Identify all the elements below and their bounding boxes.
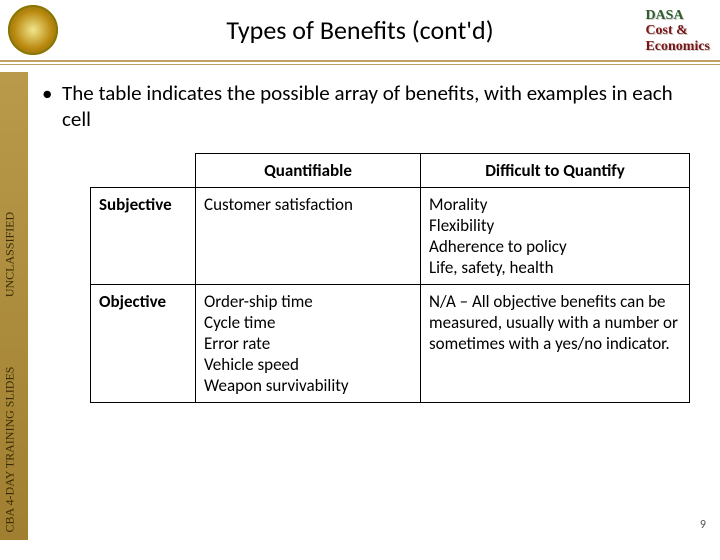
table-row: Subjective Customer satisfaction Moralit…	[91, 187, 690, 284]
benefits-table-wrap: Quantifiable Difficult to Quantify Subje…	[90, 153, 690, 403]
cell-subjective-difficult: MoralityFlexibilityAdherence to policyLi…	[421, 187, 690, 284]
col-header-quantifiable: Quantifiable	[196, 153, 421, 187]
table-row: Objective Order-ship timeCycle timeError…	[91, 284, 690, 402]
table-corner-cell	[91, 153, 196, 187]
row-header-objective: Objective	[91, 284, 196, 402]
slide-header: Types of Benefits (cont'd) DASA Cost & E…	[0, 0, 720, 62]
org-line-1: DASA	[645, 8, 710, 23]
side-band: UNCLASSIFIED CBA 4-DAY TRAINING SLIDES	[0, 72, 28, 540]
org-logo-text: DASA Cost & Economics	[645, 8, 710, 54]
slide-body: • The table indicates the possible array…	[42, 80, 700, 403]
cell-objective-difficult: N/A – All objective benefits can be meas…	[421, 284, 690, 402]
page-number: 9	[700, 518, 706, 532]
side-label-classification: UNCLASSIFIED	[3, 145, 18, 365]
org-line-3: Economics	[645, 39, 710, 54]
bullet-text: The table indicates the possible array o…	[62, 80, 700, 133]
benefits-table: Quantifiable Difficult to Quantify Subje…	[90, 153, 690, 403]
org-line-2: Cost &	[645, 23, 710, 38]
col-header-difficult: Difficult to Quantify	[421, 153, 690, 187]
cell-objective-quantifiable: Order-ship timeCycle timeError rateVehic…	[196, 284, 421, 402]
row-header-subjective: Subjective	[91, 187, 196, 284]
table-header-row: Quantifiable Difficult to Quantify	[91, 153, 690, 187]
bullet-marker: •	[42, 80, 62, 133]
cell-subjective-quantifiable: Customer satisfaction	[196, 187, 421, 284]
side-label-course: CBA 4-DAY TRAINING SLIDES	[3, 340, 18, 560]
slide-title: Types of Benefits (cont'd)	[0, 14, 720, 46]
bullet-item: • The table indicates the possible array…	[42, 80, 700, 133]
